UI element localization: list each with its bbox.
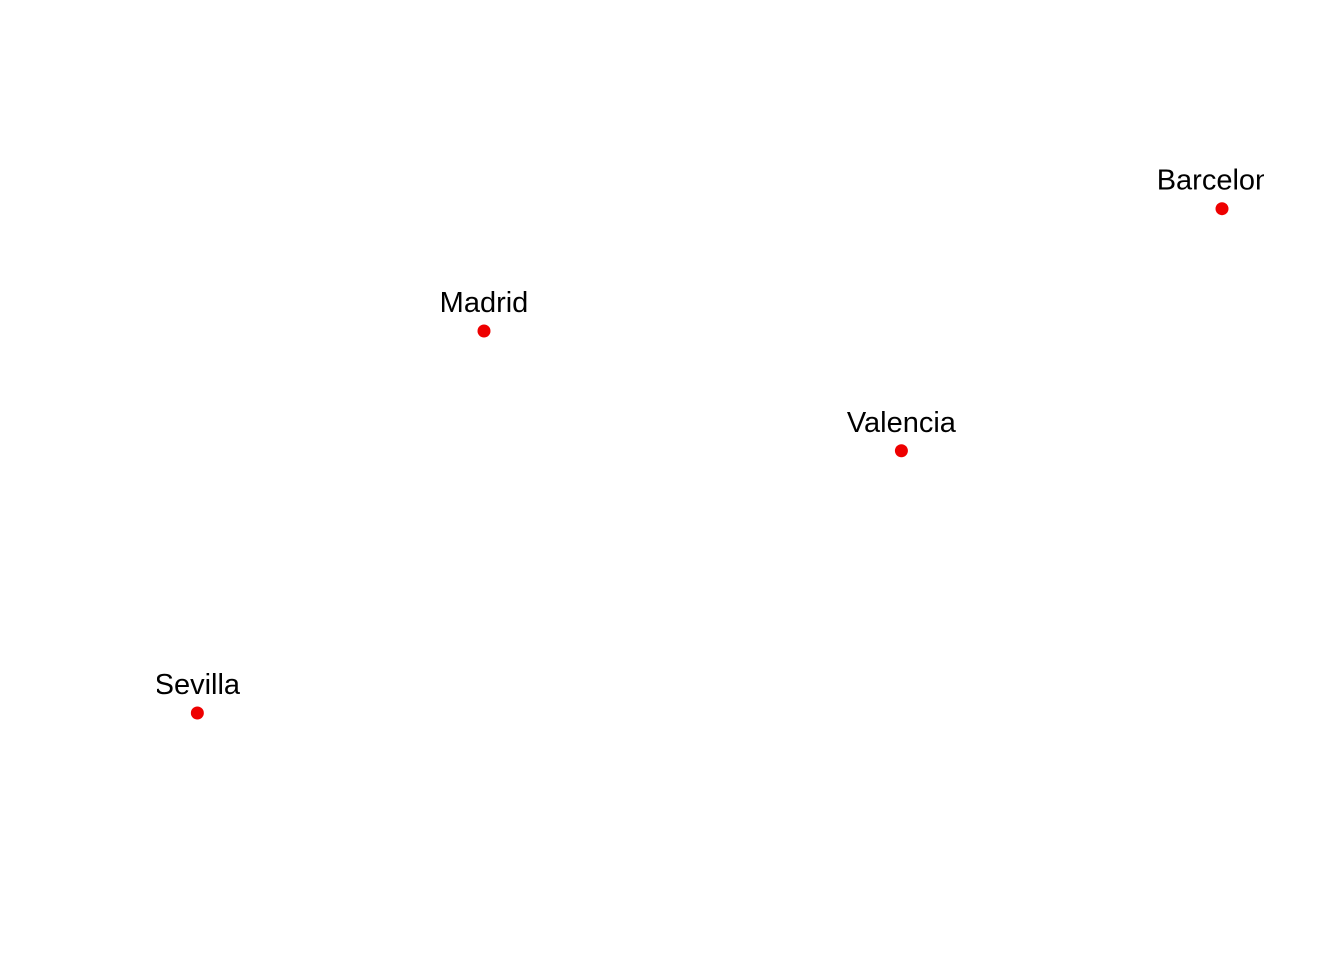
city-barcelona: Barcelona (1157, 165, 1288, 216)
city-label-sevilla: Sevilla (155, 669, 241, 701)
city-label-valencia: Valencia (847, 407, 957, 439)
city-marker-barcelona (1215, 202, 1229, 216)
city-label-barcelona: Barcelona (1157, 165, 1288, 197)
city-label-madrid: Madrid (440, 287, 529, 319)
city-marker-valencia (894, 444, 908, 458)
city-layer: Madrid Barcelona Valencia Sevilla (155, 165, 1288, 720)
city-valencia: Valencia (847, 407, 957, 458)
city-marker-sevilla (190, 706, 204, 720)
city-sevilla: Sevilla (155, 669, 241, 720)
city-marker-madrid (477, 324, 491, 338)
city-madrid: Madrid (440, 287, 529, 338)
